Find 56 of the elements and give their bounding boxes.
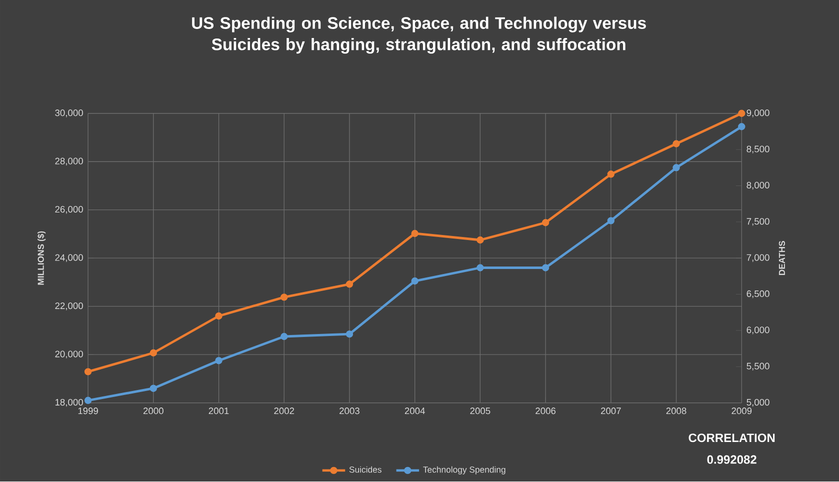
x-tick-label: 2005 [470, 408, 490, 414]
legend-label: Technology Spending [423, 466, 506, 475]
point [542, 264, 550, 272]
chart-title: US Spending on Science, Space, and Technology versus Suicides by hanging, strangulation, and suffocation [192, 16, 646, 54]
y2-tick-label: 8,000 [746, 182, 770, 190]
y-tick-label: 26,000 [55, 206, 83, 214]
y2-axis-title: DEATHS [778, 241, 786, 276]
x-tick-label: 2000 [143, 408, 164, 414]
y2-tick-label: 5,000 [746, 399, 770, 407]
y2-tick-label: 8,500 [746, 146, 770, 154]
point [84, 368, 92, 376]
point [215, 357, 222, 364]
point [738, 123, 746, 130]
y2-tick-label: 9,000 [746, 110, 770, 118]
point [346, 330, 354, 338]
point [84, 397, 92, 404]
y2-tick-label: 6,500 [746, 290, 770, 298]
point [542, 219, 550, 226]
point [476, 264, 484, 272]
point [346, 280, 354, 288]
y-axis-title: MILLIONS ($) [37, 232, 46, 285]
y-tick-label: 22,000 [55, 302, 83, 310]
x-tick-label: 2002 [274, 408, 294, 414]
point [607, 217, 615, 225]
y-tick-label: 30,000 [55, 110, 83, 118]
point [150, 384, 157, 392]
y-tick-label: 18,000 [55, 399, 83, 407]
x-tick-label: 2009 [732, 408, 752, 414]
x-tick-label: 2007 [600, 408, 621, 414]
point [411, 230, 418, 238]
x-tick-label: 2003 [340, 408, 360, 414]
y2-tick-label: 7,500 [746, 218, 770, 226]
point [215, 312, 222, 320]
point [411, 278, 418, 285]
y-tick-label: 24,000 [55, 254, 83, 262]
y-tick-label: 28,000 [55, 158, 83, 166]
x-tick-label: 1999 [78, 408, 98, 414]
point [280, 333, 288, 340]
y-tick-label: 20,000 [55, 350, 83, 359]
legend-label: Suicides [349, 466, 382, 473]
y2-tick-label: 6,000 [746, 326, 770, 335]
text: CORRELATION [688, 434, 775, 442]
x-tick-label: 2006 [536, 408, 556, 414]
point [476, 236, 484, 244]
y2-tick-label: 7,000 [746, 254, 770, 262]
point [150, 350, 157, 357]
point [672, 164, 680, 172]
point [280, 294, 288, 302]
x-tick-label: 2008 [666, 408, 686, 414]
y2-tick-label: 5,500 [746, 363, 770, 371]
x-tick-label: 2001 [208, 408, 229, 414]
text: 0.992082 [707, 456, 756, 464]
point [607, 170, 615, 178]
point [672, 140, 680, 148]
point [738, 110, 746, 118]
x-tick-label: 2004 [404, 408, 425, 414]
